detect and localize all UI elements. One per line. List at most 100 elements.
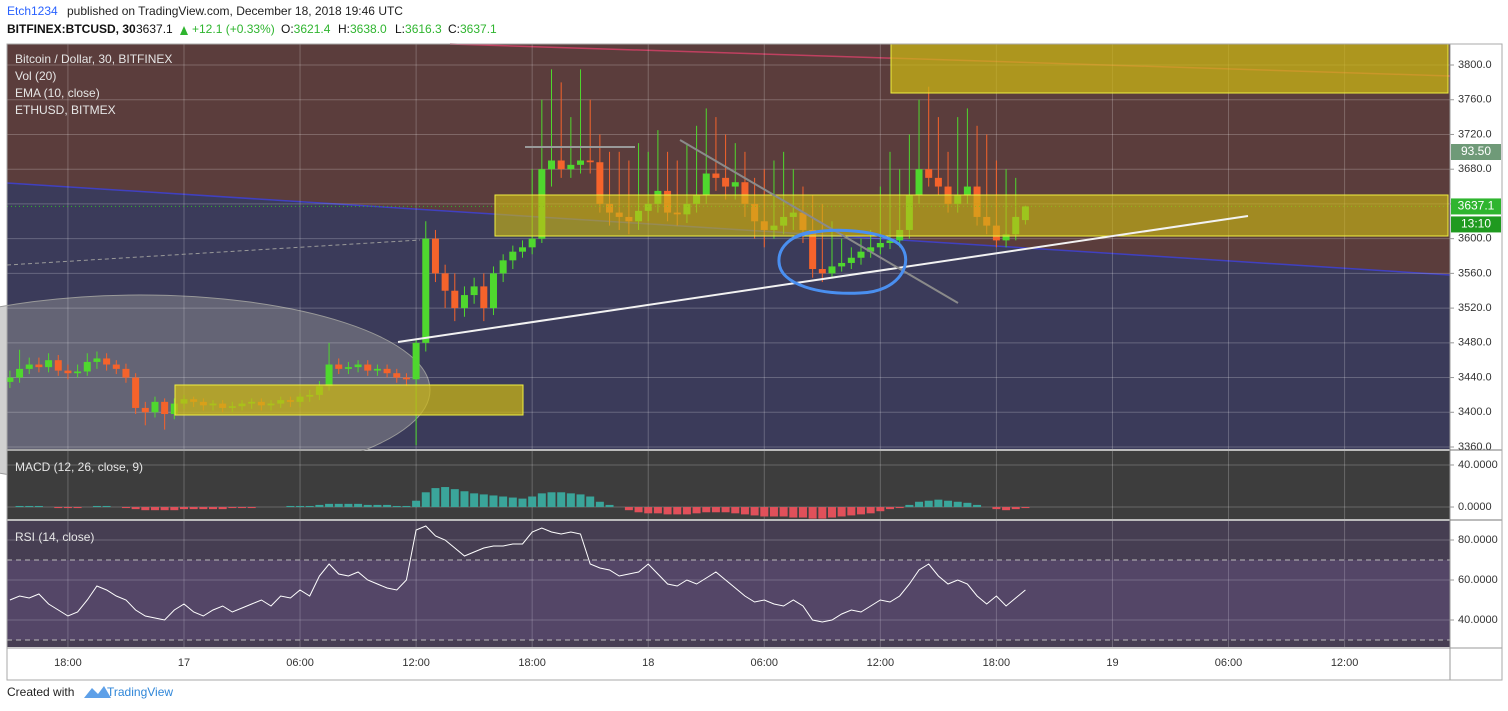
drawings (6, 43, 1449, 416)
macd-bar (682, 507, 691, 515)
macd-bar (92, 505, 101, 508)
macd-bar (518, 498, 527, 508)
candle-body (422, 238, 430, 343)
macd-bar (857, 507, 866, 515)
macd-bar (325, 503, 334, 508)
candle-body (122, 368, 130, 378)
y-tick-label: 3480.0 (1458, 337, 1492, 349)
macd-bar (769, 507, 778, 517)
macd-bar (644, 507, 653, 514)
candle-body (722, 177, 730, 187)
y-tick-label: 3600.0 (1458, 233, 1492, 245)
macd-bar (441, 487, 450, 508)
ohlc-value: 3638.0 (350, 22, 387, 36)
macd-bar (876, 507, 885, 512)
macd-bar (508, 497, 517, 508)
hand-circle (777, 228, 908, 295)
x-tick-label: 12:00 (867, 657, 895, 669)
candle-body (451, 290, 459, 309)
candle-body (373, 368, 381, 371)
zone-box (890, 43, 1449, 94)
footer: Created with TradingView (7, 685, 173, 699)
candle-body (412, 342, 420, 380)
candle-body (393, 373, 401, 378)
candle-body (402, 377, 410, 380)
candle-body (25, 364, 33, 369)
x-tick-label: 18:00 (518, 657, 546, 669)
y-tick-label: 3760.0 (1458, 94, 1492, 106)
macd-bar (199, 507, 208, 510)
price-marker-label: 13:10 (1461, 217, 1491, 231)
candle-body (83, 361, 91, 372)
macd-bar (383, 504, 392, 508)
dashed-line (6, 239, 421, 266)
y-tick-label: 3720.0 (1458, 128, 1492, 140)
macd-bar (915, 501, 924, 508)
x-tick-label: 12:00 (402, 657, 430, 669)
macd-bar (528, 496, 537, 508)
x-tick-label: 12:00 (1331, 657, 1359, 669)
ohlc-key: L: (395, 22, 405, 36)
byline: published on TradingView.com, December 1… (67, 4, 403, 18)
y-tick-label: 3680.0 (1458, 163, 1492, 175)
y-tick-label: 3440.0 (1458, 371, 1492, 383)
macd-bar (1011, 507, 1020, 510)
macd-bar (170, 507, 179, 511)
brand[interactable]: TradingView (107, 685, 173, 699)
candle-body (35, 364, 43, 368)
macd-bar (866, 507, 875, 514)
macd-bar (537, 493, 546, 508)
candle-body (335, 364, 343, 369)
last-price: 3637.1 (136, 22, 173, 36)
candle-body (867, 247, 875, 252)
created-with: Created with (7, 685, 74, 699)
macd-bar (740, 507, 749, 515)
macd-bar (54, 507, 63, 509)
zone-box (494, 194, 1449, 237)
macd-bar (392, 505, 401, 508)
macd-bar (141, 507, 150, 511)
candle-body (857, 251, 865, 258)
macd-bar (973, 504, 982, 508)
macd-bar (711, 507, 720, 513)
macd-bar (247, 507, 256, 509)
candle-body (886, 240, 894, 243)
macd-bar (160, 507, 169, 511)
macd-bar (963, 502, 972, 508)
macd-bar (557, 492, 566, 508)
candle-body (383, 368, 391, 374)
macd-bar (798, 507, 807, 518)
macd-bar (905, 504, 914, 508)
macd-bar (1002, 507, 1011, 511)
macd-bar (663, 507, 672, 515)
rsi-band (7, 560, 1450, 640)
candle-body (596, 162, 604, 204)
macd-bar (121, 507, 130, 509)
candle-body (132, 377, 140, 408)
author[interactable]: Etch1234 (7, 4, 58, 18)
macd-bar (924, 500, 933, 508)
macd-bar (189, 507, 198, 510)
macd-bar (818, 507, 827, 519)
macd-bar (431, 488, 440, 508)
macd-bar (402, 505, 411, 508)
logo (84, 686, 111, 698)
candle-body (876, 242, 884, 248)
candle-body (470, 286, 478, 296)
candle-body (712, 173, 720, 178)
price-marker-label: 93.50 (1461, 144, 1491, 158)
macd-bar (837, 507, 846, 517)
macd-bar (605, 504, 614, 508)
ohlc-value: 3616.3 (405, 22, 442, 36)
macd-bar (479, 494, 488, 508)
macd-bar (992, 507, 1001, 510)
macd-bar (692, 507, 701, 514)
macd-bar (15, 505, 24, 508)
y-tick-label: 3520.0 (1458, 302, 1492, 314)
macd-bar (595, 501, 604, 508)
macd-bar (344, 503, 353, 508)
candle-body (74, 371, 82, 374)
macd-bar (150, 507, 159, 511)
x-tick-label: 19 (1106, 657, 1118, 669)
macd-bar (228, 507, 237, 509)
